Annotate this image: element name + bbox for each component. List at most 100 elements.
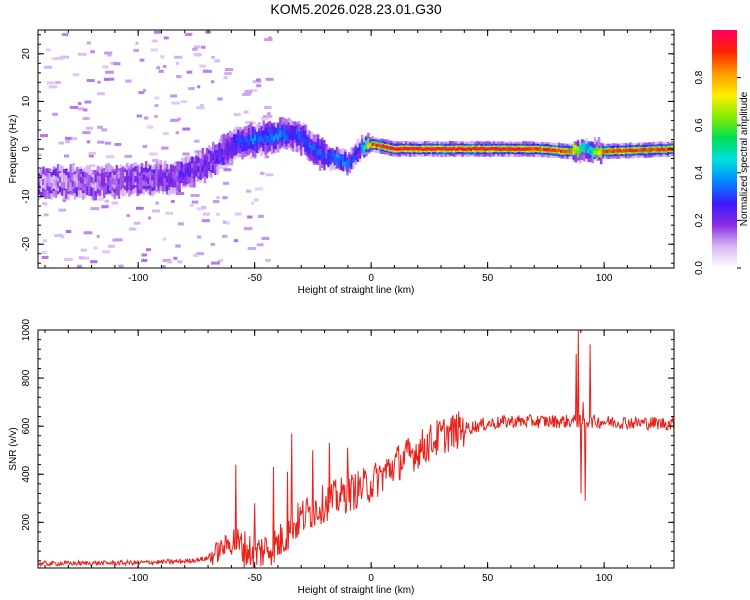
spectrogram-cell xyxy=(467,146,471,151)
spectrogram-noise-cell xyxy=(177,260,183,264)
spectrogram-noise-cell xyxy=(194,45,200,49)
spectrogram-noise-cell xyxy=(133,221,141,225)
spectrogram-cell xyxy=(249,134,253,141)
spectrogram-noise-cell xyxy=(264,155,270,159)
spectrogram-cell xyxy=(285,134,288,142)
spectrogram-cell xyxy=(390,146,393,150)
colorbar-tick-label: 0.2 xyxy=(694,213,705,227)
spectrogram-cell xyxy=(287,131,291,138)
spectrogram-cell xyxy=(356,150,360,161)
spectrogram-noise-cell xyxy=(105,70,114,74)
spectrogram-cell xyxy=(100,172,104,187)
spectrogram-cell xyxy=(383,145,387,149)
spectrogram-noise-cell xyxy=(143,116,149,120)
spectrogram-noise-cell xyxy=(170,118,179,122)
spectrogram-cell xyxy=(226,142,230,157)
spectrogram-noise-cell xyxy=(142,88,147,92)
spectrogram-noise-cell xyxy=(97,92,105,96)
spectrogram-cell xyxy=(476,147,479,151)
spectrogram-cell xyxy=(165,176,169,183)
spectrogram-cell xyxy=(589,145,592,151)
spectrogram-cell xyxy=(602,149,605,153)
spectrogram-noise-cell xyxy=(165,211,173,215)
spectrogram-y-label: Frequency (Hz) xyxy=(8,115,19,184)
spectrogram-noise-cell xyxy=(90,50,95,54)
spectrogram-cell xyxy=(486,147,490,151)
spectrogram-noise-cell xyxy=(83,231,93,235)
spectrogram-cell xyxy=(310,145,314,152)
spectrogram-cell xyxy=(147,177,150,184)
spectrogram-noise-cell xyxy=(188,87,195,91)
y-tick-label: -10 xyxy=(21,189,32,204)
spectrogram-cell xyxy=(73,174,77,188)
spectrogram-cell xyxy=(532,147,536,151)
spectrogram-cell xyxy=(367,138,370,148)
spectrogram-cell xyxy=(182,172,186,179)
spectrogram-noise-cell xyxy=(80,248,87,252)
spectrogram-noise-cell xyxy=(108,244,115,248)
spectrogram-cell xyxy=(597,150,601,156)
spectrogram-cell xyxy=(247,139,251,146)
snr-panel: -100 -50 0 50 100 200 400 600 800 1000 Height of … xyxy=(8,318,675,596)
y-tick-label: 200 xyxy=(21,514,32,531)
spectrogram-cell xyxy=(260,135,263,142)
spectrogram-cell xyxy=(136,170,140,184)
spectrogram-cell xyxy=(553,148,557,153)
spectrogram-cell xyxy=(130,175,133,182)
spectrogram-cell xyxy=(423,147,427,151)
spectrogram-cell xyxy=(224,149,228,156)
spectrogram-cell xyxy=(203,160,207,167)
spectrogram-cell xyxy=(253,134,257,141)
spectrogram-noise-cell xyxy=(52,112,58,116)
spectrogram-cell xyxy=(218,152,221,159)
spectrogram-cell xyxy=(375,143,379,148)
spectrogram-cell xyxy=(65,175,68,189)
spectrogram-noise-cell xyxy=(88,151,97,155)
spectrogram-noise-cell xyxy=(171,101,180,105)
spectrogram-cell xyxy=(128,176,131,190)
spectrogram-noise-cell xyxy=(223,76,228,80)
spectrogram-cell xyxy=(407,147,410,151)
spectrogram-noise-cell xyxy=(180,100,188,104)
x-tick-label: 50 xyxy=(482,573,494,584)
spectrogram-cell xyxy=(434,147,437,151)
spectrogram-cell xyxy=(230,144,234,151)
spectrogram-cell xyxy=(325,154,328,164)
spectrogram-cell xyxy=(518,147,521,151)
spectrogram-cell xyxy=(522,147,525,151)
spectrogram-noise-cell xyxy=(104,141,112,145)
spectrogram-cell xyxy=(149,179,152,186)
spectrogram-cell xyxy=(191,167,194,174)
spectrogram-noise-cell xyxy=(44,65,53,69)
spectrogram-cell xyxy=(69,177,72,191)
spectrogram-cell xyxy=(415,147,418,151)
spectrogram-cell xyxy=(329,155,332,165)
spectrogram-cell xyxy=(564,149,567,154)
spectrogram-cell xyxy=(121,175,125,182)
spectrogram-noise-cell xyxy=(55,56,64,60)
spectrogram-noise-cell xyxy=(97,125,104,129)
spectrogram-cell xyxy=(490,146,494,151)
spectrogram-cell xyxy=(302,131,305,145)
spectrogram-cell xyxy=(526,147,530,151)
spectrogram-cell xyxy=(109,180,112,187)
spectrogram-noise-cell xyxy=(71,163,76,167)
spectrogram-cell xyxy=(356,148,360,154)
spectrogram-cell xyxy=(633,149,637,153)
spectrogram-cell xyxy=(226,142,230,149)
spectrogram-cell xyxy=(369,143,372,147)
spectrogram-noise-cell xyxy=(151,209,160,213)
spectrogram-noise-cell xyxy=(118,264,124,268)
spectrogram-cell xyxy=(316,149,320,156)
spectrogram-noise-cell xyxy=(63,154,70,158)
spectrogram-cell xyxy=(174,173,177,180)
spectrogram-noise-cell xyxy=(223,168,232,172)
spectrogram-cell xyxy=(63,173,66,188)
spectrogram-cell xyxy=(195,163,198,170)
spectrogram-cell xyxy=(331,156,335,161)
spectrogram-cell xyxy=(400,147,404,151)
spectrogram-cell xyxy=(98,180,102,188)
spectrogram-cell xyxy=(419,146,423,151)
spectrogram-cell xyxy=(572,144,576,154)
